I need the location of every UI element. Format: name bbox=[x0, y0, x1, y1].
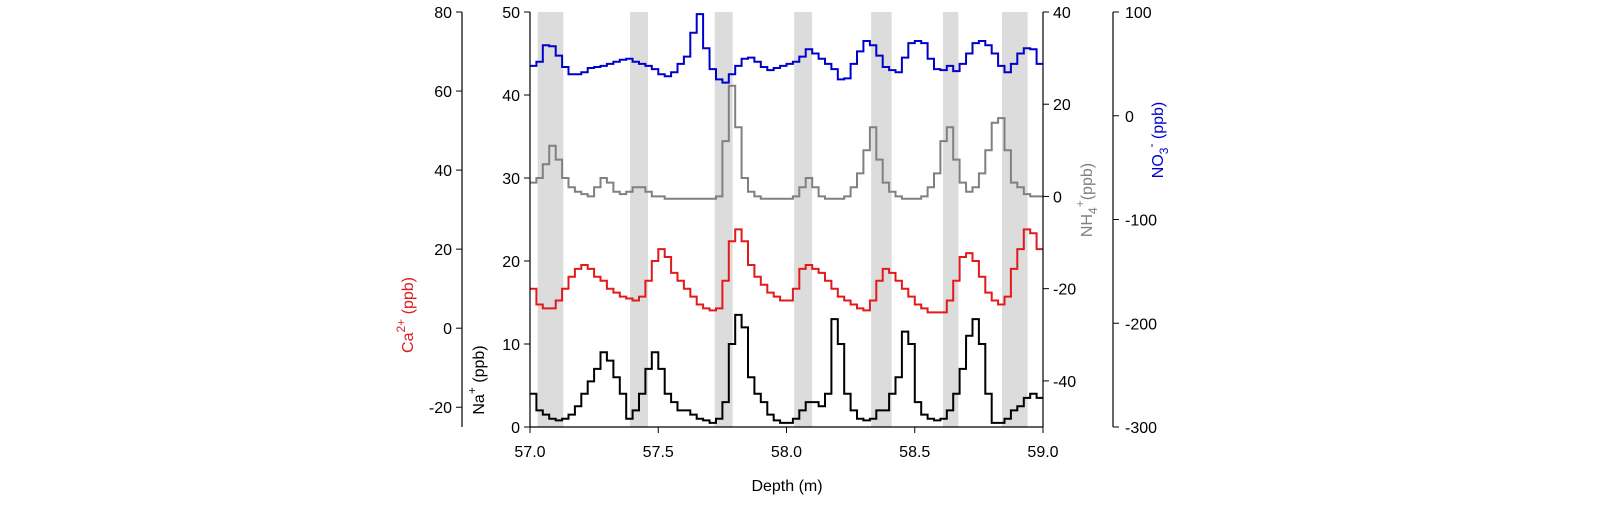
highlight-band-4 bbox=[871, 12, 892, 427]
y-tick-label-ca-2: 20 bbox=[434, 242, 452, 259]
x-tick-label-0: 57.0 bbox=[514, 444, 545, 461]
series-ca bbox=[530, 228, 1043, 314]
y-tick-label-nh4-0: -40 bbox=[1053, 374, 1076, 391]
highlight-band-5 bbox=[942, 12, 959, 427]
y-tick-label-na-4: 40 bbox=[502, 88, 520, 105]
y-tick-label-nh4-4: 40 bbox=[1053, 5, 1071, 22]
series-line-ca bbox=[530, 228, 1043, 314]
highlight-band-6 bbox=[1001, 12, 1028, 427]
highlight-band-1 bbox=[630, 12, 648, 427]
y-tick-label-na-3: 30 bbox=[502, 171, 520, 188]
series-line-no3 bbox=[530, 13, 1043, 84]
y-tick-label-ca-0: -20 bbox=[429, 400, 452, 417]
x-tick-label-4: 59.0 bbox=[1027, 444, 1058, 461]
y-tick-label-ca-5: 80 bbox=[434, 5, 452, 22]
series-no3 bbox=[530, 13, 1043, 84]
y-axis-nh4: -40 -20 0 20 40 bbox=[1042, 5, 1076, 427]
x-axis-title: Depth (m) bbox=[751, 478, 822, 495]
axis-titles: Depth (m) Na+ (ppb) Ca2+ (ppb) NH4+(ppb) NO… bbox=[394, 102, 1171, 495]
y-tick-label-no3-4: 100 bbox=[1125, 5, 1152, 22]
y-tick-label-ca-4: 60 bbox=[434, 84, 452, 101]
y-tick-label-na-2: 20 bbox=[502, 254, 520, 271]
y-axis-title-na: Na+ (ppb) bbox=[465, 345, 488, 414]
y-tick-label-nh4-2: 0 bbox=[1053, 189, 1062, 206]
x-tick-label-3: 58.5 bbox=[899, 444, 930, 461]
series-nh4 bbox=[530, 84, 1043, 200]
series-na bbox=[530, 313, 1043, 424]
series-line-nh4 bbox=[530, 84, 1043, 200]
highlight-bands bbox=[537, 12, 1028, 427]
x-tick-label-1: 57.5 bbox=[643, 444, 674, 461]
y-tick-label-no3-2: -100 bbox=[1125, 213, 1157, 230]
y-axis-no3: -300 -200 -100 0 100 bbox=[1112, 5, 1157, 437]
y-axis-title-nh4: NH4+(ppb) bbox=[1073, 163, 1100, 237]
y-axis-title-ca: Ca2+ (ppb) bbox=[394, 277, 417, 353]
axes: 57.0 57.5 58.0 58.5 59.001020304050-20020406… bbox=[429, 5, 1157, 461]
y-tick-label-ca-3: 40 bbox=[434, 163, 452, 180]
y-tick-label-na-0: 0 bbox=[511, 420, 520, 437]
highlight-band-0 bbox=[537, 12, 564, 427]
y-tick-label-no3-0: -300 bbox=[1125, 420, 1157, 437]
y-axis-ca: -20 0 20 40 60 80 bbox=[429, 5, 463, 427]
series-line-na bbox=[530, 313, 1043, 424]
highlight-band-3 bbox=[794, 12, 813, 427]
series-lines bbox=[530, 13, 1043, 424]
x-tick-label-2: 58.0 bbox=[771, 444, 802, 461]
y-tick-label-no3-3: 0 bbox=[1125, 109, 1134, 126]
y-tick-label-nh4-1: -20 bbox=[1053, 282, 1076, 299]
y-tick-label-no3-1: -200 bbox=[1125, 316, 1157, 333]
y-tick-label-na-5: 50 bbox=[502, 5, 520, 22]
y-axis-na: 0 10 20 30 40 50 bbox=[502, 5, 531, 437]
y-tick-label-nh4-3: 20 bbox=[1053, 97, 1071, 114]
y-axis-title-no3: NO3- (ppb) bbox=[1144, 102, 1171, 178]
y-tick-label-ca-1: 0 bbox=[443, 321, 452, 338]
y-tick-label-na-1: 10 bbox=[502, 337, 520, 354]
